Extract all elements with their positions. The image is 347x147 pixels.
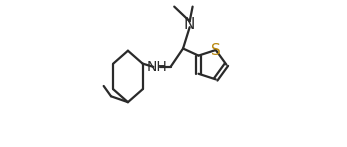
Text: N: N: [184, 17, 195, 32]
Text: S: S: [211, 42, 221, 57]
Text: NH: NH: [146, 60, 167, 74]
